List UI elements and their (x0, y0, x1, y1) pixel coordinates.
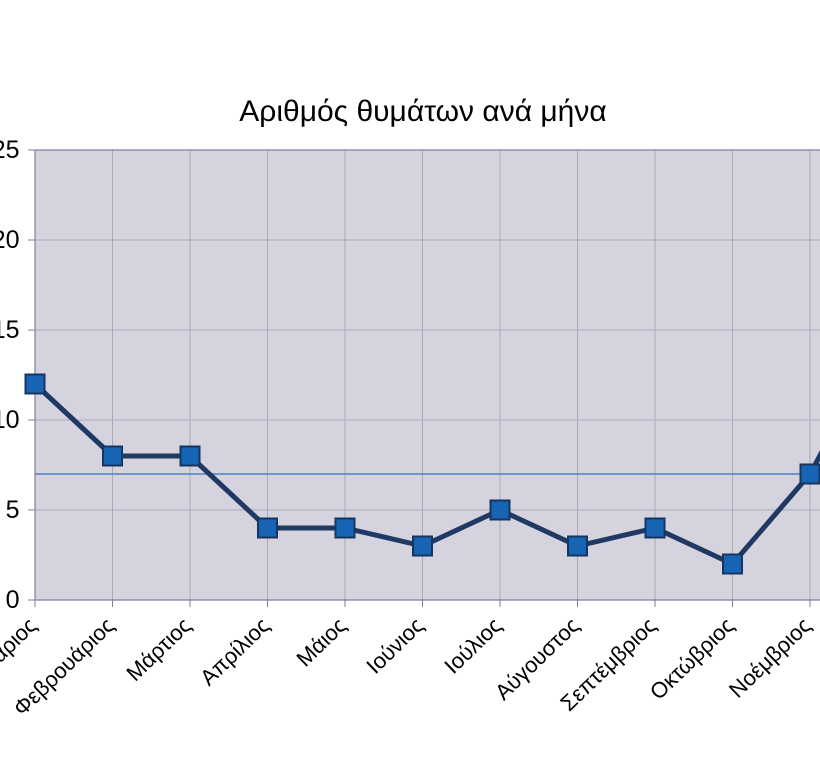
svg-text:25: 25 (0, 136, 20, 164)
svg-text:20: 20 (0, 226, 20, 254)
svg-text:5: 5 (6, 496, 20, 524)
svg-text:15: 15 (0, 316, 20, 344)
svg-text:0: 0 (6, 586, 20, 614)
svg-text:10: 10 (0, 406, 20, 434)
